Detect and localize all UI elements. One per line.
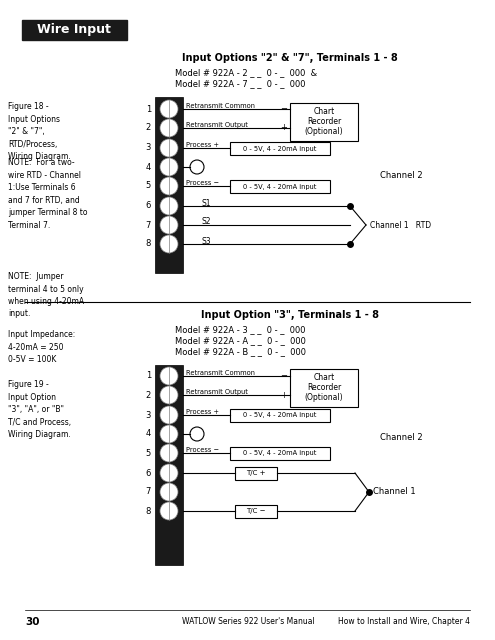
Text: T/C +: T/C + — [246, 470, 266, 477]
Text: 0 - 5V, 4 - 20mA input: 0 - 5V, 4 - 20mA input — [244, 184, 317, 189]
Bar — [235, 505, 277, 518]
Bar — [230, 447, 330, 460]
Text: T/C −: T/C − — [246, 509, 266, 515]
Circle shape — [160, 197, 178, 215]
Text: Input Options "2" & "7", Terminals 1 - 8: Input Options "2" & "7", Terminals 1 - 8 — [182, 53, 398, 63]
Text: Retransmit Common: Retransmit Common — [186, 103, 255, 109]
Text: Input Impedance:
4-20mA = 250
0-5V = 100K: Input Impedance: 4-20mA = 250 0-5V = 100… — [8, 330, 75, 364]
Text: (Optional): (Optional) — [305, 394, 344, 403]
Text: Chart: Chart — [313, 374, 335, 383]
Text: 4: 4 — [146, 163, 151, 172]
Text: 2: 2 — [146, 124, 151, 132]
Text: S3: S3 — [201, 237, 211, 246]
Circle shape — [160, 483, 178, 501]
Text: 7: 7 — [146, 488, 151, 497]
Text: Model # 922A - 2 _ _  0 - _  000  &: Model # 922A - 2 _ _ 0 - _ 000 & — [175, 68, 317, 77]
Text: 5: 5 — [146, 449, 151, 458]
Circle shape — [160, 119, 178, 137]
Text: 6: 6 — [146, 468, 151, 477]
Text: Model # 922A - 7 _ _  0 - _  000: Model # 922A - 7 _ _ 0 - _ 000 — [175, 79, 305, 88]
Text: NOTE:  Jumper
terminal 4 to 5 only
when using 4-20mA
input.: NOTE: Jumper terminal 4 to 5 only when u… — [8, 272, 84, 319]
Text: Chart: Chart — [313, 108, 335, 116]
Circle shape — [160, 367, 178, 385]
Text: Channel 2: Channel 2 — [380, 433, 423, 442]
Text: 2: 2 — [146, 390, 151, 399]
Circle shape — [160, 464, 178, 482]
Text: Retransmit Common: Retransmit Common — [186, 370, 255, 376]
Bar — [155, 97, 183, 273]
Text: Recorder: Recorder — [307, 383, 341, 392]
Text: Model # 922A - B _ _  0 - _  000: Model # 922A - B _ _ 0 - _ 000 — [175, 348, 306, 356]
Bar — [230, 180, 330, 193]
Circle shape — [160, 235, 178, 253]
Circle shape — [160, 139, 178, 157]
Text: Figure 19 -
Input Option
"3", "A", or "B"
T/C and Process,
Wiring Diagram.: Figure 19 - Input Option "3", "A", or "B… — [8, 380, 71, 439]
Text: 8: 8 — [146, 506, 151, 515]
Text: Retransmit Output: Retransmit Output — [186, 122, 248, 128]
Text: Channel 1: Channel 1 — [373, 488, 416, 497]
Text: 0 - 5V, 4 - 20mA input: 0 - 5V, 4 - 20mA input — [244, 413, 317, 419]
Text: Channel 2: Channel 2 — [380, 170, 423, 179]
Bar — [230, 142, 330, 155]
Text: 7: 7 — [146, 221, 151, 230]
Text: Input Option "3", Terminals 1 - 8: Input Option "3", Terminals 1 - 8 — [201, 310, 379, 320]
Bar — [22, 20, 127, 40]
Text: Channel 1   RTD: Channel 1 RTD — [370, 221, 431, 230]
Text: Figure 18 -
Input Options
"2" & "7",
RTD/Process,
Wiring Diagram.: Figure 18 - Input Options "2" & "7", RTD… — [8, 102, 71, 161]
Text: 30: 30 — [25, 617, 40, 627]
Text: S2: S2 — [201, 218, 210, 227]
Text: 3: 3 — [146, 410, 151, 419]
Text: WATLOW Series 922 User's Manual: WATLOW Series 922 User's Manual — [182, 618, 314, 627]
Text: 3: 3 — [146, 143, 151, 152]
Text: Process +: Process + — [186, 409, 219, 415]
Text: Wire Input: Wire Input — [37, 24, 111, 36]
Bar — [235, 467, 277, 480]
Text: Retransmit Output: Retransmit Output — [186, 389, 248, 395]
Text: +: + — [280, 390, 287, 399]
Text: −: − — [280, 104, 287, 113]
Text: NOTE:  For a two-
wire RTD - Channel
1:Use Terminals 6
and 7 for RTD, and
jumper: NOTE: For a two- wire RTD - Channel 1:Us… — [8, 158, 88, 230]
Bar — [155, 365, 183, 565]
Circle shape — [160, 425, 178, 443]
Text: S1: S1 — [201, 198, 210, 207]
Circle shape — [160, 386, 178, 404]
Text: 4: 4 — [146, 429, 151, 438]
Text: 1: 1 — [146, 104, 151, 113]
Text: 8: 8 — [146, 239, 151, 248]
Circle shape — [190, 427, 204, 441]
Bar — [290, 103, 358, 141]
Bar — [230, 409, 330, 422]
Text: −: − — [280, 371, 287, 381]
Text: 6: 6 — [146, 202, 151, 211]
Text: +: + — [280, 124, 287, 132]
Text: 5: 5 — [146, 182, 151, 191]
Bar — [290, 369, 358, 407]
Text: Model # 922A - A _ _  0 - _  000: Model # 922A - A _ _ 0 - _ 000 — [175, 337, 306, 346]
Circle shape — [190, 160, 204, 174]
Text: (Optional): (Optional) — [305, 127, 344, 136]
Text: Process −: Process − — [186, 180, 219, 186]
Circle shape — [160, 177, 178, 195]
Circle shape — [160, 444, 178, 462]
Circle shape — [160, 216, 178, 234]
Circle shape — [160, 502, 178, 520]
Text: 0 - 5V, 4 - 20mA input: 0 - 5V, 4 - 20mA input — [244, 451, 317, 456]
Text: Process +: Process + — [186, 142, 219, 148]
Circle shape — [160, 406, 178, 424]
Text: 1: 1 — [146, 371, 151, 381]
Text: 0 - 5V, 4 - 20mA input: 0 - 5V, 4 - 20mA input — [244, 145, 317, 152]
Circle shape — [160, 158, 178, 176]
Text: Process −: Process − — [186, 447, 219, 453]
Circle shape — [160, 100, 178, 118]
Text: Model # 922A - 3 _ _  0 - _  000: Model # 922A - 3 _ _ 0 - _ 000 — [175, 326, 305, 335]
Text: How to Install and Wire, Chapter 4: How to Install and Wire, Chapter 4 — [338, 618, 470, 627]
Text: Recorder: Recorder — [307, 118, 341, 127]
